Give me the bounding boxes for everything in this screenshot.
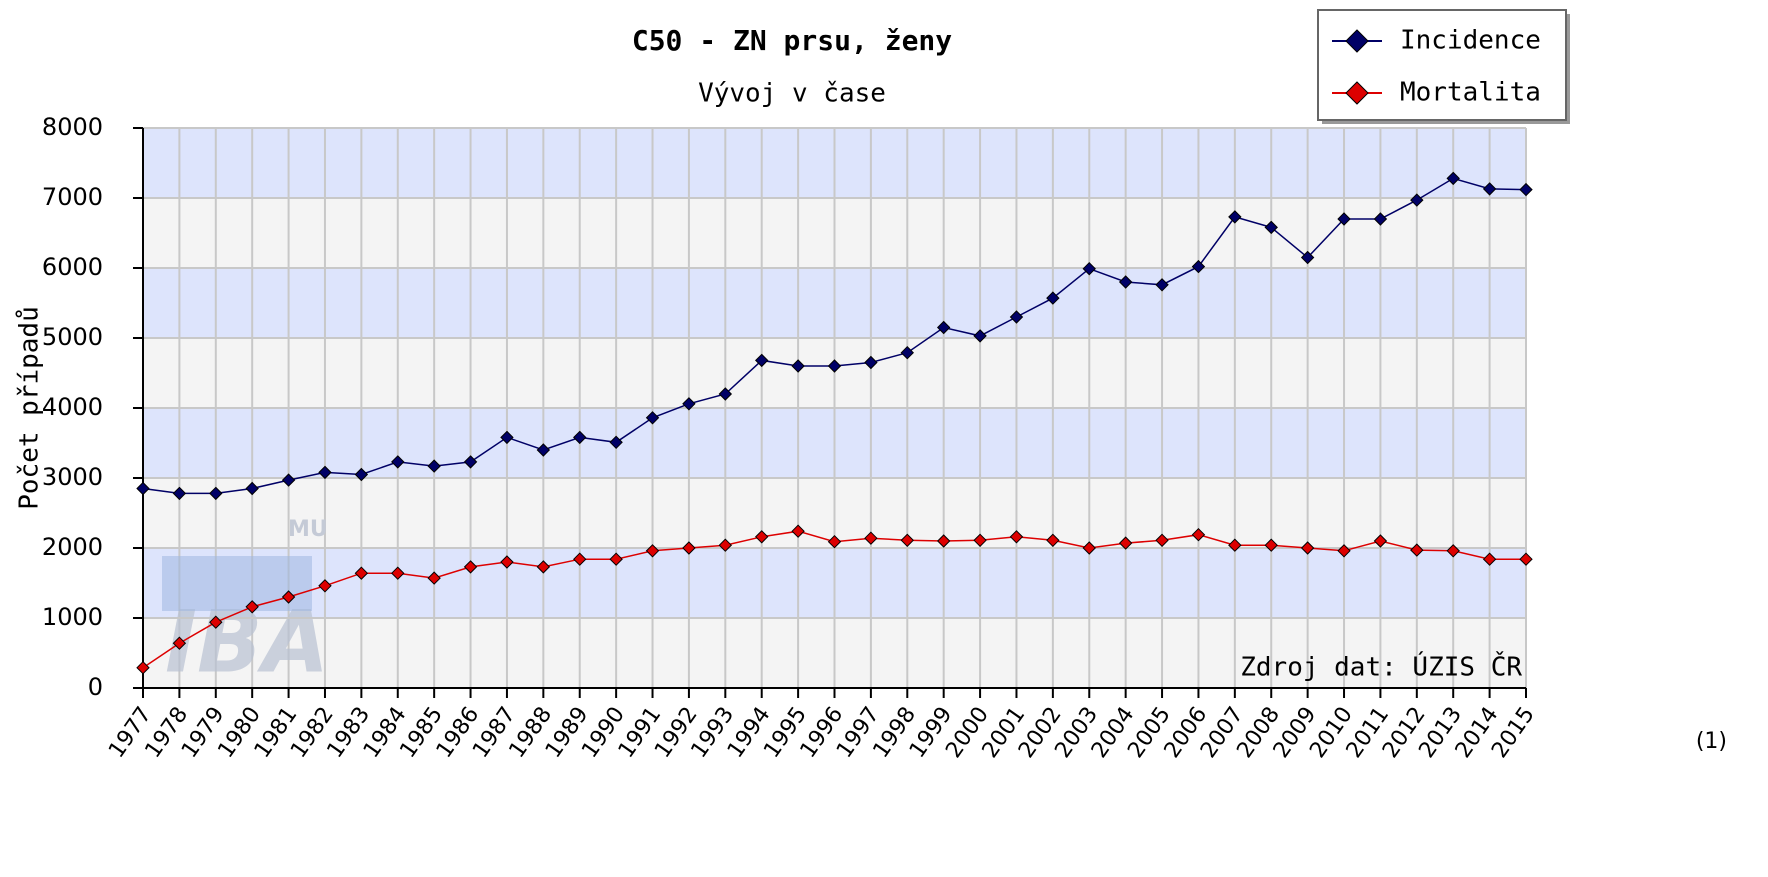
data-point: [536, 443, 551, 457]
data-point: [463, 560, 478, 574]
data-point: [318, 465, 332, 480]
data-point: [900, 345, 914, 360]
data-point: [573, 552, 587, 566]
data-point: [1446, 544, 1460, 558]
data-point: [609, 435, 623, 450]
data-point: [1519, 182, 1533, 197]
data-point: [1410, 543, 1424, 557]
data-point: [1373, 212, 1388, 226]
data-point: [136, 660, 150, 675]
data-point: [827, 359, 842, 373]
data-point: [718, 387, 733, 401]
data-point: [172, 486, 187, 501]
data-point: [936, 320, 951, 335]
data-point: [354, 566, 369, 580]
data-point: [1191, 259, 1206, 274]
y-axis-label: Počet případů: [15, 306, 45, 510]
data-point: [1337, 544, 1351, 558]
y-tick-label: 3000: [42, 463, 103, 491]
data-point: [755, 530, 769, 544]
data-point: [1155, 278, 1169, 292]
data-point: [209, 615, 223, 629]
legend-label: Mortalita: [1400, 78, 1541, 108]
data-point: [1191, 527, 1206, 542]
y-tick-label: 0: [88, 673, 103, 701]
data-point: [1373, 534, 1388, 548]
data-point: [718, 538, 733, 552]
data-point: [1264, 220, 1278, 235]
data-point: [1446, 171, 1460, 186]
data-point: [1228, 538, 1242, 552]
y-tick-label: 8000: [42, 113, 103, 141]
data-point: [936, 534, 951, 548]
y-tick-label: 6000: [42, 253, 103, 281]
chart-title: C50 - ZN prsu, ženy: [632, 24, 952, 57]
data-point: [791, 359, 805, 373]
data-point: [1264, 538, 1278, 552]
data-point: [682, 397, 696, 411]
data-point: [1082, 541, 1096, 555]
data-point: [1046, 533, 1060, 548]
data-point: [1046, 291, 1060, 305]
data-point: [1482, 182, 1497, 196]
data-point: [281, 590, 296, 604]
legend-marker: [1345, 81, 1369, 105]
data-point: [1155, 533, 1169, 548]
data-point: [973, 329, 987, 343]
data-point: [609, 552, 623, 566]
data-point: [136, 481, 150, 496]
data-point: [1519, 552, 1533, 566]
data-point: [900, 533, 914, 548]
data-point: [1009, 310, 1024, 324]
data-point: [209, 486, 223, 501]
data-point: [245, 481, 259, 496]
data-point: [1410, 193, 1424, 207]
data-point: [500, 555, 514, 569]
data-point: [1082, 261, 1096, 276]
data-point: [973, 533, 987, 548]
data-point: [172, 636, 187, 650]
data-point: [391, 455, 405, 469]
chart-subtitle: Vývoj v čase: [698, 79, 886, 109]
data-point: [500, 430, 514, 445]
y-tick-label: 7000: [42, 183, 103, 211]
footnote: (1): [1696, 729, 1727, 754]
data-point: [1337, 212, 1351, 226]
data-point: [1228, 210, 1242, 224]
data-point: [318, 579, 332, 593]
data-point: [1300, 250, 1315, 265]
data-point: [645, 544, 660, 558]
legend-label: Incidence: [1400, 26, 1541, 56]
data-point: [1009, 530, 1024, 544]
data-point: [1118, 275, 1133, 289]
data-point: [1482, 552, 1497, 566]
data-point: [1118, 536, 1133, 550]
data-point: [645, 411, 660, 425]
annotation: Zdroj dat: ÚZIS ČR: [1240, 651, 1522, 683]
data-point: [281, 473, 296, 487]
data-point: [245, 600, 259, 614]
watermark: MU: [288, 517, 328, 542]
data-point: [573, 430, 587, 445]
data-point: [755, 353, 769, 368]
data-point: [1300, 541, 1315, 555]
y-tick-label: 1000: [42, 603, 103, 631]
y-tick-label: 5000: [42, 323, 103, 351]
y-tick-label: 4000: [42, 393, 103, 421]
data-point: [864, 355, 878, 370]
legend-marker: [1345, 29, 1369, 53]
y-tick-label: 2000: [42, 533, 103, 561]
data-point: [791, 524, 805, 538]
data-point: [827, 534, 842, 549]
data-point: [682, 541, 696, 555]
data-point: [427, 571, 441, 585]
data-point: [391, 566, 405, 580]
data-point: [463, 455, 478, 469]
data-point: [536, 560, 551, 574]
data-point: [864, 531, 878, 545]
data-point: [354, 467, 369, 482]
data-point: [427, 459, 441, 473]
